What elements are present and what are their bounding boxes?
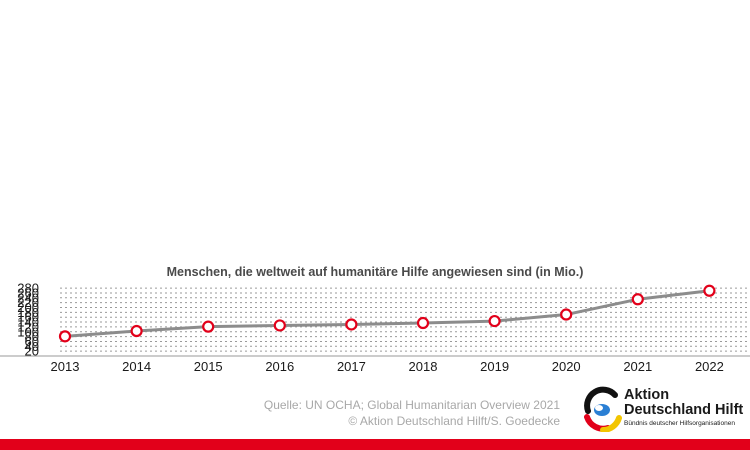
- data-point: [273, 319, 286, 332]
- y-tick-label: 180: [17, 305, 39, 320]
- source-line: Quelle: UN OCHA; Global Humanitarian Ove…: [263, 398, 560, 412]
- data-point: [202, 320, 215, 333]
- logo-emblem-icon: [584, 386, 622, 432]
- source-credit: Quelle: UN OCHA; Global Humanitarian Ove…: [264, 397, 560, 429]
- chart-annotation: Menschen, die weltweit auf humanitäre Hi…: [167, 265, 584, 279]
- data-point: [703, 284, 716, 297]
- y-tick-label: 40: [25, 339, 39, 354]
- data-point: [130, 324, 143, 338]
- x-tick-label: 2015: [194, 359, 223, 374]
- x-axis-ticks: 2013 2014 2015 2016 2017 2018 2019 2020 2021 2022: [51, 359, 724, 374]
- x-tick-label: 2018: [409, 359, 438, 374]
- y-tick-label: 140: [17, 315, 39, 330]
- copyright-line: © Aktion Deutschland Hilft/S. Goedecke: [348, 414, 560, 428]
- y-tick-label: 220: [17, 295, 39, 310]
- data-point: [488, 314, 501, 328]
- logo-title-line1: Aktion: [624, 387, 670, 403]
- brand-bottom-bar: [0, 439, 750, 450]
- data-point: [560, 308, 573, 321]
- x-tick-label: 2022: [695, 359, 724, 374]
- aktion-deutschland-hilft-logo: Aktion Deutschland Hilft Bündnis deutsch…: [582, 386, 750, 432]
- x-tick-label: 2021: [623, 359, 652, 374]
- data-point: [416, 316, 430, 330]
- y-tick-label: 240: [17, 290, 39, 305]
- x-tick-label: 2013: [51, 359, 80, 374]
- y-tick-label: 280: [17, 281, 39, 296]
- x-tick-label: 2019: [480, 359, 509, 374]
- y-tick-label: 260: [17, 285, 39, 300]
- data-point: [631, 293, 644, 306]
- data-point: [345, 318, 358, 331]
- data-point: [58, 330, 72, 343]
- y-tick-label: 100: [17, 324, 39, 339]
- y-tick-label: 80: [25, 329, 39, 344]
- x-tick-label: 2016: [265, 359, 294, 374]
- x-tick-label: 2020: [552, 359, 581, 374]
- data-points: [58, 284, 716, 343]
- y-tick-label: 160: [17, 310, 39, 325]
- y-tick-label: 20: [25, 344, 39, 359]
- series-line: [64, 289, 710, 338]
- y-tick-label: 120: [17, 319, 39, 334]
- grid-lines: [60, 287, 750, 352]
- y-tick-label: 60: [25, 334, 39, 349]
- logo-wordmark: Aktion Deutschland Hilft Bündnis deutsch…: [624, 388, 743, 428]
- x-tick-label: 2014: [122, 359, 151, 374]
- logo-title-line2: Deutschland Hilft: [624, 402, 744, 418]
- y-tick-label: 200: [17, 300, 39, 315]
- x-tick-label: 2017: [337, 359, 366, 374]
- logo-tagline: Bündnis deutscher Hilfsorganisationen: [624, 420, 735, 427]
